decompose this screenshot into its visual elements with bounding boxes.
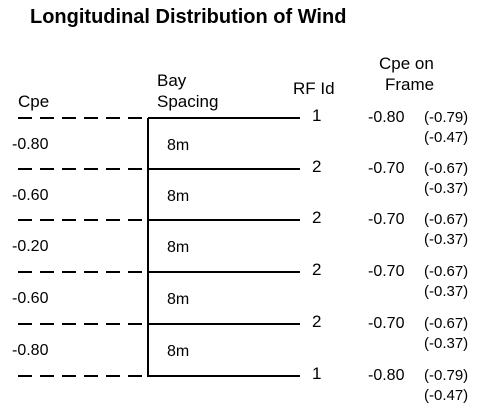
bay-cpe-value: -0.60 (12, 290, 49, 307)
frame-cpe-min: (-0.37) (424, 283, 469, 300)
frame-cpe-value: -0.80 (368, 367, 405, 384)
bay-cpe-value: -0.80 (12, 135, 49, 153)
frame-cpe-min: (-0.37) (424, 335, 469, 352)
bay-cpe-value: -0.60 (12, 186, 49, 204)
bay-spacing-value: 8m (167, 239, 190, 256)
rf-id-value: 1 (312, 364, 322, 383)
frame-cpe-min: (-0.47) (424, 387, 469, 404)
frame-cpe-value: -0.70 (368, 160, 405, 177)
rf-id-value: 2 (312, 260, 322, 279)
frame-cpe-min: (-0.47) (424, 129, 469, 146)
rf-id-value: 2 (312, 157, 322, 176)
bay-cpe-value: -0.20 (12, 238, 49, 255)
frame-cpe-value: -0.70 (368, 315, 405, 332)
header-bay: Bay (157, 71, 187, 90)
bay-spacing-value: 8m (167, 291, 190, 308)
bay-spacing-value: 8m (167, 187, 190, 205)
frame-cpe-value: -0.80 (368, 109, 405, 126)
header-spacing: Spacing (157, 92, 219, 111)
frame-cpe-max: (-0.67) (424, 211, 469, 228)
frame-cpe-min: (-0.37) (424, 231, 469, 248)
frame-cpe-min: (-0.37) (424, 180, 469, 197)
header-cpe-on: Cpe on (379, 54, 434, 73)
header-cpe: Cpe (18, 92, 50, 111)
frame-cpe-max: (-0.79) (424, 109, 469, 126)
rf-id-value: 2 (312, 208, 322, 227)
bay-spacing-value: 8m (167, 136, 190, 154)
header-rf-id: RF Id (293, 79, 335, 98)
frame-cpe-max: (-0.67) (424, 315, 469, 332)
frame-cpe-value: -0.70 (368, 211, 405, 228)
rf-id-value: 1 (312, 106, 322, 125)
frame-cpe-value: -0.70 (368, 263, 405, 280)
bay-spacing-value: 8m (167, 343, 190, 360)
diagram-title: Longitudinal Distribution of Wind (30, 6, 347, 28)
rf-id-value: 2 (312, 312, 322, 331)
bay-cpe-value: -0.80 (12, 342, 49, 359)
frame-cpe-max: (-0.79) (424, 367, 469, 384)
frame-cpe-max: (-0.67) (424, 160, 469, 177)
frame-cpe-max: (-0.67) (424, 263, 469, 280)
header-frame: Frame (385, 75, 435, 94)
